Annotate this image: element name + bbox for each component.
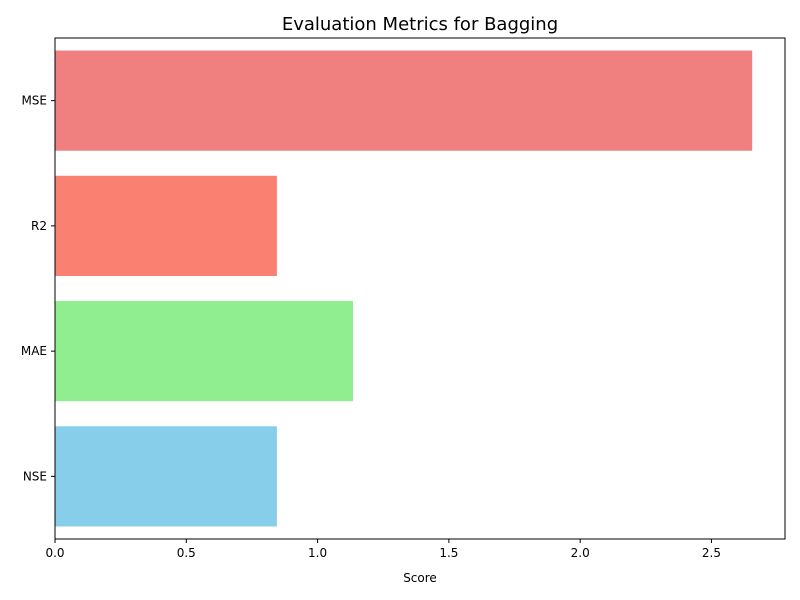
x-tick-label: 0.0 xyxy=(45,546,64,560)
x-axis-ticks: 0.0 0.5 1.0 1.5 2.0 2.5 xyxy=(45,539,721,560)
plot-frame xyxy=(54,37,786,540)
chart-title: Evaluation Metrics for Bagging xyxy=(282,14,558,35)
bar-nse xyxy=(55,426,277,527)
x-tick-label: 1.0 xyxy=(308,546,327,560)
bar-mse xyxy=(55,50,753,151)
x-axis-label: Score xyxy=(403,571,437,585)
bar-mae xyxy=(55,301,354,402)
y-tick-label: MAE xyxy=(21,344,47,358)
y-tick-label: NSE xyxy=(23,469,47,483)
x-tick-label: 0.5 xyxy=(177,546,196,560)
bar-r2 xyxy=(55,175,277,276)
y-tick-label: MSE xyxy=(21,94,47,108)
x-tick-label: 2.5 xyxy=(702,546,721,560)
y-axis-ticks: NSE MAE R2 MSE xyxy=(21,94,55,483)
bars-group xyxy=(55,50,753,527)
x-tick-label: 2.0 xyxy=(571,546,590,560)
y-tick-label: R2 xyxy=(31,219,47,233)
x-tick-label: 1.5 xyxy=(439,546,458,560)
